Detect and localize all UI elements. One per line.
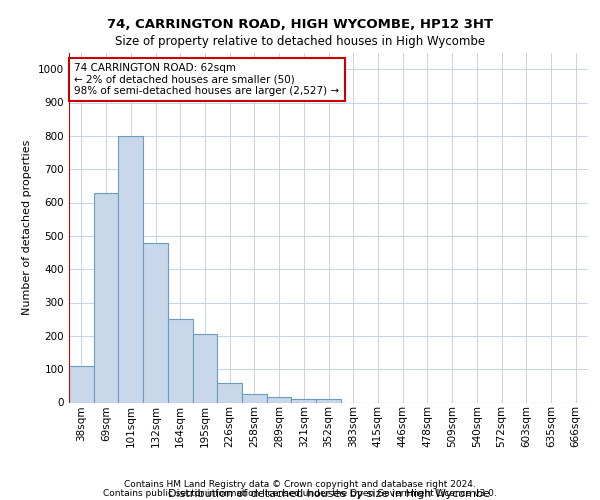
Text: Contains HM Land Registry data © Crown copyright and database right 2024.: Contains HM Land Registry data © Crown c… [124, 480, 476, 489]
Bar [217, 382, 242, 402]
Text: Size of property relative to detached houses in High Wycombe: Size of property relative to detached ho… [115, 35, 485, 48]
Bar [168, 319, 193, 402]
Bar [69, 366, 94, 403]
Bar [193, 334, 217, 402]
Bar [118, 136, 143, 402]
Bar [292, 399, 316, 402]
Text: Contains public sector information licensed under the Open Government Licence v3: Contains public sector information licen… [103, 488, 497, 498]
Bar [316, 399, 341, 402]
Bar [143, 242, 168, 402]
Text: 74 CARRINGTON ROAD: 62sqm
← 2% of detached houses are smaller (50)
98% of semi-d: 74 CARRINGTON ROAD: 62sqm ← 2% of detach… [74, 63, 340, 96]
Bar [94, 192, 118, 402]
X-axis label: Distribution of detached houses by size in High Wycombe: Distribution of detached houses by size … [167, 489, 490, 499]
Y-axis label: Number of detached properties: Number of detached properties [22, 140, 32, 315]
Bar [242, 394, 267, 402]
Text: 74, CARRINGTON ROAD, HIGH WYCOMBE, HP12 3HT: 74, CARRINGTON ROAD, HIGH WYCOMBE, HP12 … [107, 18, 493, 30]
Bar [267, 397, 292, 402]
